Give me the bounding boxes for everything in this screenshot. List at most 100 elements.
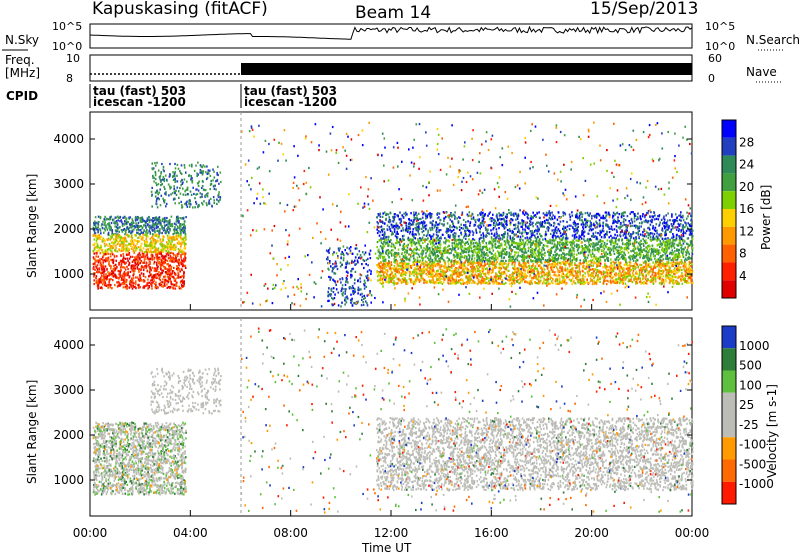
echo-cell — [198, 190, 200, 192]
echo-cell — [493, 264, 495, 266]
echo-cell — [606, 280, 608, 282]
echo-cell — [544, 272, 546, 274]
echo-cell — [127, 258, 129, 260]
echo-cell — [429, 280, 431, 282]
echo-cell — [382, 280, 384, 282]
echo-cell — [391, 264, 393, 266]
echo-cell — [185, 267, 187, 269]
echo-cell — [185, 238, 187, 240]
echo-cell — [170, 238, 172, 240]
echo-cell — [174, 171, 176, 173]
echo-cell — [579, 281, 581, 283]
echo-cell — [144, 259, 146, 261]
echo-cell — [482, 269, 484, 271]
echo-cell — [109, 278, 111, 280]
echo-cell — [156, 267, 158, 269]
echo-cell — [98, 216, 100, 218]
echo-cell — [452, 275, 454, 277]
echo-cell — [357, 292, 359, 294]
echo-cell — [671, 271, 673, 273]
echo-cell — [680, 261, 682, 263]
echo-cell — [129, 275, 131, 277]
echo-cell — [482, 280, 484, 282]
echo-cell — [183, 223, 185, 225]
echo-cell — [433, 282, 435, 284]
echo-cell — [153, 177, 155, 179]
echo-cell — [639, 278, 641, 280]
echo-cell — [155, 182, 157, 184]
echo-cell — [168, 267, 170, 269]
echo-cell — [627, 272, 629, 274]
echo-cell — [650, 276, 652, 278]
echo-cell — [159, 258, 161, 260]
echo-cell — [467, 279, 469, 281]
echo-cell — [636, 241, 638, 243]
echo-cell — [104, 284, 106, 286]
echo-cell — [573, 280, 575, 282]
echo-cell — [363, 267, 365, 269]
echo-cell — [165, 231, 167, 233]
echo-cell — [619, 282, 621, 284]
echo-cell — [213, 199, 215, 201]
echo-cell — [152, 163, 154, 165]
echo-cell — [110, 259, 112, 261]
echo-cell — [588, 261, 590, 263]
echo-cell — [102, 259, 104, 261]
echo-cell — [531, 283, 533, 285]
echo-cell — [119, 271, 121, 273]
echo-cell — [444, 279, 446, 281]
echo-cell — [140, 219, 142, 221]
echo-cell — [622, 271, 624, 273]
echo-cell — [154, 162, 156, 164]
echo-cell — [192, 206, 194, 208]
echo-cell — [131, 285, 133, 287]
echo-cell — [218, 191, 220, 193]
echo-cell — [410, 279, 412, 281]
echo-cell — [362, 259, 364, 261]
echo-cell — [148, 275, 150, 277]
echo-cell — [380, 266, 382, 268]
echo-cell — [100, 238, 102, 240]
echo-cell — [109, 274, 111, 276]
echo-cell — [355, 256, 357, 258]
echo-cell — [551, 269, 553, 271]
echo-cell — [691, 277, 693, 279]
echo-cell — [142, 254, 144, 256]
echo-cell — [555, 263, 557, 265]
echo-cell — [645, 262, 647, 264]
echo-cell — [163, 236, 165, 238]
echo-cell — [183, 273, 185, 275]
echo-cell — [430, 274, 432, 276]
echo-cell — [555, 283, 557, 285]
echo-cell — [140, 269, 142, 271]
echo-cell — [144, 220, 146, 222]
echo-cell — [151, 187, 153, 189]
echo-cell — [179, 270, 181, 272]
echo-cell — [415, 279, 417, 281]
echo-cell — [465, 272, 467, 274]
echo-cell — [527, 269, 529, 271]
echo-cell — [364, 280, 366, 282]
echo-cell — [686, 269, 688, 271]
echo-cell — [161, 285, 163, 287]
echo-cell — [649, 263, 651, 265]
echo-cell — [643, 277, 645, 279]
echo-cell — [353, 287, 355, 289]
echo-cell — [169, 274, 171, 276]
echo-cell — [619, 264, 621, 266]
echo-cell — [376, 246, 378, 248]
echo-cell — [428, 276, 430, 278]
echo-cell — [655, 280, 657, 282]
echo-cell — [102, 227, 104, 229]
echo-cell — [519, 262, 521, 264]
echo-cell — [564, 274, 566, 276]
echo-cell — [469, 275, 471, 277]
echo-cell — [494, 276, 496, 278]
echo-cell — [98, 237, 100, 239]
echo-cell — [133, 244, 135, 246]
echo-cell — [549, 263, 551, 265]
echo-cell — [588, 282, 590, 284]
echo-cell — [102, 272, 104, 274]
echo-cell — [106, 257, 108, 259]
